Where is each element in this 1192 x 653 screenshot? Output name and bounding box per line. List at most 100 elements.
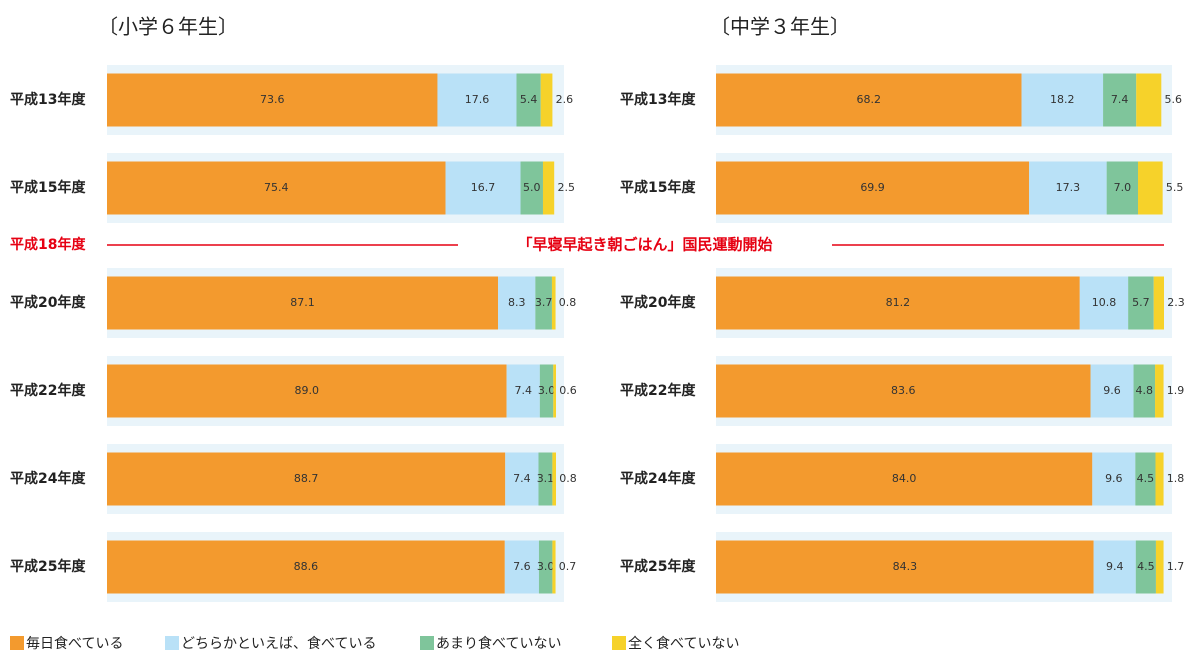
data-label: 5.5 <box>1166 181 1184 194</box>
bar-segment <box>107 161 446 215</box>
data-label: 9.6 <box>1105 472 1123 485</box>
bar-segment <box>107 73 438 127</box>
bar-segment <box>1106 161 1139 215</box>
bar-segment <box>1155 452 1164 506</box>
legend-swatch <box>420 636 434 650</box>
bar-segment <box>520 161 543 215</box>
y-tick-label: 平成13年度 <box>10 91 86 108</box>
data-label: 3.7 <box>535 296 553 309</box>
bar-segment <box>552 540 556 594</box>
data-label: 8.3 <box>508 296 526 309</box>
y-tick-label: 平成22年度 <box>620 382 696 399</box>
bar-segment <box>505 452 539 506</box>
bar-segment <box>551 276 556 330</box>
data-label: 88.6 <box>294 560 319 573</box>
bar-segment <box>1153 276 1164 330</box>
data-label: 84.3 <box>893 560 918 573</box>
bar-segment <box>716 161 1030 215</box>
data-label: 88.7 <box>294 472 319 485</box>
data-label: 16.7 <box>471 181 496 194</box>
data-label: 83.6 <box>891 384 916 397</box>
data-label: 17.3 <box>1056 181 1081 194</box>
data-label: 2.3 <box>1167 296 1185 309</box>
data-label: 3.0 <box>537 560 555 573</box>
data-label: 2.6 <box>556 93 574 106</box>
data-label: 7.4 <box>514 384 532 397</box>
bar-segment <box>1128 276 1154 330</box>
bar-segment <box>716 540 1094 594</box>
bar-segment <box>1093 540 1136 594</box>
data-label: 10.8 <box>1092 296 1117 309</box>
legend-swatch <box>165 636 179 650</box>
data-label: 69.9 <box>860 181 885 194</box>
data-label: 9.4 <box>1106 560 1124 573</box>
data-label: 7.4 <box>513 472 531 485</box>
data-label: 9.6 <box>1103 384 1121 397</box>
legend-label: 全く食べていない <box>628 635 739 652</box>
y-tick-label: 平成24年度 <box>10 470 86 487</box>
annotation-label: 平成18年度 <box>10 236 86 253</box>
bar-segment <box>437 73 517 127</box>
bar-segment <box>539 364 554 418</box>
annotation-text: 「早寝早起き朝ごはん」国民運動開始 <box>517 236 772 254</box>
bar-segment <box>538 540 553 594</box>
bar-segment <box>552 452 556 506</box>
data-label: 0.8 <box>559 472 577 485</box>
bar-segment <box>535 276 552 330</box>
bar-segment <box>1136 73 1162 127</box>
legend-label: 毎日食べている <box>26 635 123 652</box>
data-label: 81.2 <box>886 296 911 309</box>
bar-segment <box>1029 161 1107 215</box>
data-label: 89.0 <box>295 384 320 397</box>
bar-segment <box>107 452 506 506</box>
bar-segment <box>1133 364 1156 418</box>
data-label: 4.5 <box>1137 560 1155 573</box>
data-label: 87.1 <box>290 296 315 309</box>
data-label: 0.7 <box>559 560 577 573</box>
data-label: 4.8 <box>1136 384 1154 397</box>
data-label: 5.7 <box>1132 296 1150 309</box>
y-tick-label: 平成20年度 <box>620 294 696 311</box>
bar-segment <box>107 276 499 330</box>
bar-segment <box>540 73 553 127</box>
bar-segment <box>1155 540 1164 594</box>
bar-segment <box>107 540 505 594</box>
data-label: 7.4 <box>1111 93 1129 106</box>
data-label: 18.2 <box>1050 93 1075 106</box>
data-label: 1.7 <box>1167 560 1185 573</box>
data-label: 0.6 <box>559 384 577 397</box>
data-label: 84.0 <box>892 472 917 485</box>
bar-segment <box>506 364 540 418</box>
y-tick-label: 平成25年度 <box>10 558 86 575</box>
bar-segment <box>542 161 555 215</box>
bar-segment <box>716 73 1022 127</box>
y-tick-label: 平成25年度 <box>620 558 696 575</box>
data-label: 4.5 <box>1137 472 1155 485</box>
chart-title: 〔中学３年生〕 <box>710 15 850 39</box>
bar-segment <box>1021 73 1104 127</box>
bar-segment <box>716 452 1093 506</box>
data-label: 5.0 <box>523 181 541 194</box>
bar-segment <box>504 540 539 594</box>
bar-segment <box>1079 276 1129 330</box>
bar-segment <box>1090 364 1134 418</box>
bar-segment <box>1103 73 1137 127</box>
bar-segment <box>1135 452 1156 506</box>
data-label: 3.1 <box>537 472 555 485</box>
bar-segment <box>1135 540 1156 594</box>
data-label: 75.4 <box>264 181 289 194</box>
data-label: 7.6 <box>513 560 531 573</box>
data-label: 68.2 <box>857 93 882 106</box>
data-label: 5.6 <box>1165 93 1183 106</box>
y-tick-label: 平成15年度 <box>10 179 86 196</box>
data-label: 5.4 <box>520 93 538 106</box>
y-tick-label: 平成22年度 <box>10 382 86 399</box>
data-label: 0.8 <box>559 296 577 309</box>
bar-segment <box>553 364 556 418</box>
chart-title: 〔小学６年生〕 <box>98 15 238 39</box>
bar-segment <box>516 73 541 127</box>
y-tick-label: 平成24年度 <box>620 470 696 487</box>
data-label: 17.6 <box>465 93 490 106</box>
bar-segment <box>498 276 536 330</box>
